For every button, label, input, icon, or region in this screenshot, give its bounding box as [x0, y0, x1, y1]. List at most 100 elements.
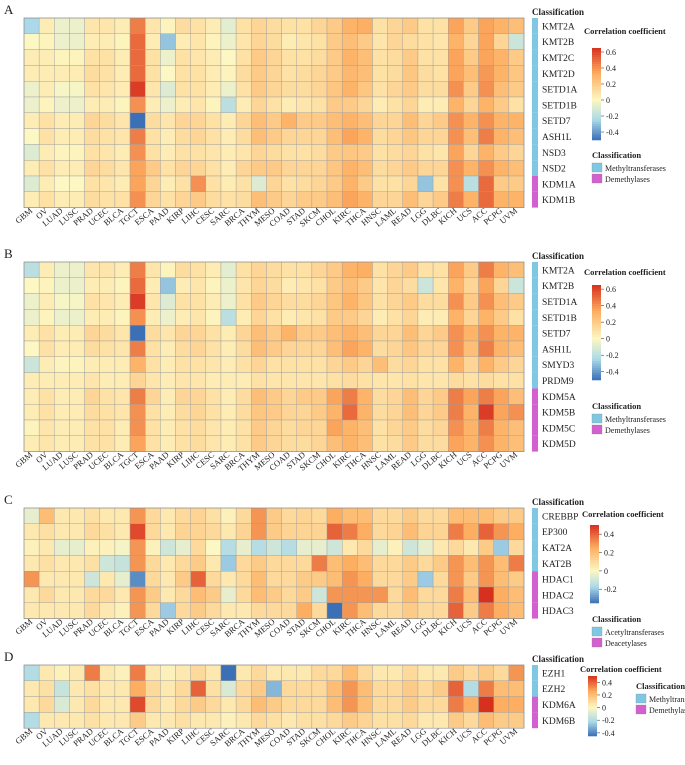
heatmap-cell — [311, 356, 328, 373]
heatmap-cell — [508, 712, 525, 729]
heatmap-cell — [190, 96, 207, 114]
heatmap-cell — [372, 33, 388, 50]
heatmap-cell — [357, 696, 373, 713]
heatmap-cell — [417, 96, 434, 114]
heatmap-cell — [432, 293, 449, 310]
heatmap-cell — [190, 586, 207, 604]
heatmap-cell — [493, 293, 510, 310]
heatmap-cell — [417, 33, 434, 50]
heatmap-cell — [99, 372, 116, 389]
heatmap-cell — [296, 325, 313, 342]
heatmap-cell — [266, 586, 282, 604]
heatmap-cell — [372, 159, 388, 177]
heatmap-cell — [387, 555, 403, 572]
heatmap-cell — [493, 602, 510, 619]
heatmap-cell — [463, 388, 479, 405]
heatmap-cell — [129, 388, 146, 405]
legend-gradient-step — [588, 701, 597, 704]
heatmap-cell — [372, 523, 388, 540]
heatmap-cell — [54, 372, 70, 389]
heatmap-cell — [54, 17, 70, 35]
legend-gradient-step — [592, 337, 601, 340]
heatmap-cell — [99, 309, 116, 326]
row-label: EZH2 — [542, 685, 565, 695]
heatmap-cell — [38, 404, 55, 421]
heatmap-cell — [145, 17, 161, 35]
heatmap-cell — [341, 65, 358, 82]
heatmap-cell — [417, 680, 434, 697]
heatmap-cell — [357, 404, 373, 421]
heatmap-cell — [205, 309, 222, 326]
heatmap-cell — [54, 571, 70, 588]
heatmap-cell — [175, 419, 191, 437]
heatmap-cell — [448, 309, 464, 326]
heatmap-cell — [387, 435, 403, 452]
heatmap-cell — [84, 128, 100, 145]
heatmap-cell — [387, 293, 403, 310]
legend-tick-label: 0.4 — [604, 530, 614, 539]
heatmap-cell — [387, 80, 403, 98]
heatmap-cell — [281, 159, 297, 177]
heatmap-cell — [38, 309, 55, 326]
heatmap-cell — [387, 33, 403, 50]
heatmap-cell — [23, 356, 40, 373]
classification-title: Classification — [532, 7, 584, 17]
heatmap-cell — [448, 17, 464, 35]
column-label: GBM — [13, 616, 35, 636]
heatmap-cell — [145, 507, 161, 525]
heatmap-cell — [69, 144, 85, 161]
heatmap-cell — [190, 128, 207, 145]
legend-gradient-step — [592, 361, 601, 364]
row-label: HDAC3 — [542, 607, 574, 617]
heatmap-cell — [326, 555, 343, 572]
heatmap-cell — [129, 539, 146, 556]
heatmap-cell — [235, 602, 252, 619]
heatmap-cell — [463, 435, 479, 452]
legend-gradient-step — [592, 91, 601, 95]
heatmap-cell — [190, 309, 207, 326]
heatmap-cell — [175, 507, 191, 525]
heatmap-cell — [266, 404, 282, 421]
heatmap-cell — [251, 664, 267, 682]
heatmap-cell — [296, 664, 313, 682]
heatmap-cell — [129, 325, 146, 342]
classification-bar-segment — [532, 555, 538, 572]
heatmap-cell — [160, 309, 176, 326]
heatmap-cell — [38, 602, 55, 619]
heatmap-cell — [266, 159, 282, 177]
heatmap-cell — [508, 507, 525, 525]
heatmap-cell — [341, 372, 358, 389]
heatmap-cell — [84, 602, 100, 619]
heatmap-cell — [129, 33, 146, 50]
heatmap-cell — [38, 325, 55, 342]
classification-bar-segment — [532, 81, 538, 97]
heatmap-cell — [235, 340, 252, 358]
heatmap-cell — [296, 33, 313, 50]
heatmap-cell — [478, 696, 494, 713]
heatmap-cell — [448, 159, 464, 177]
heatmap-cell — [357, 523, 373, 540]
heatmap-cell — [145, 80, 161, 98]
legend-gradient-step — [592, 306, 601, 310]
heatmap-cell — [311, 144, 328, 161]
heatmap-cell — [432, 112, 449, 129]
row-label: SETD1A — [542, 86, 578, 96]
heatmap-cell — [114, 602, 131, 619]
heatmap-cell — [145, 680, 161, 697]
heatmap-cell — [38, 664, 55, 682]
heatmap-cell — [23, 664, 40, 682]
row-label: HDAC1 — [542, 576, 574, 586]
row-label: KDM5D — [542, 440, 576, 450]
heatmap-cell — [84, 356, 100, 373]
legend-tick-label: 0 — [606, 96, 610, 105]
heatmap-cell — [281, 261, 297, 279]
heatmap-cell — [99, 112, 116, 129]
row-label: KDM6B — [542, 717, 575, 727]
heatmap-cell — [235, 404, 252, 421]
class-legend-swatch-removal — [591, 637, 603, 648]
heatmap-cell — [508, 277, 525, 294]
heatmap-cell — [463, 128, 479, 145]
legend-gradient-step — [592, 59, 601, 63]
heatmap-cell — [23, 159, 40, 177]
heatmap-cell — [160, 112, 176, 129]
